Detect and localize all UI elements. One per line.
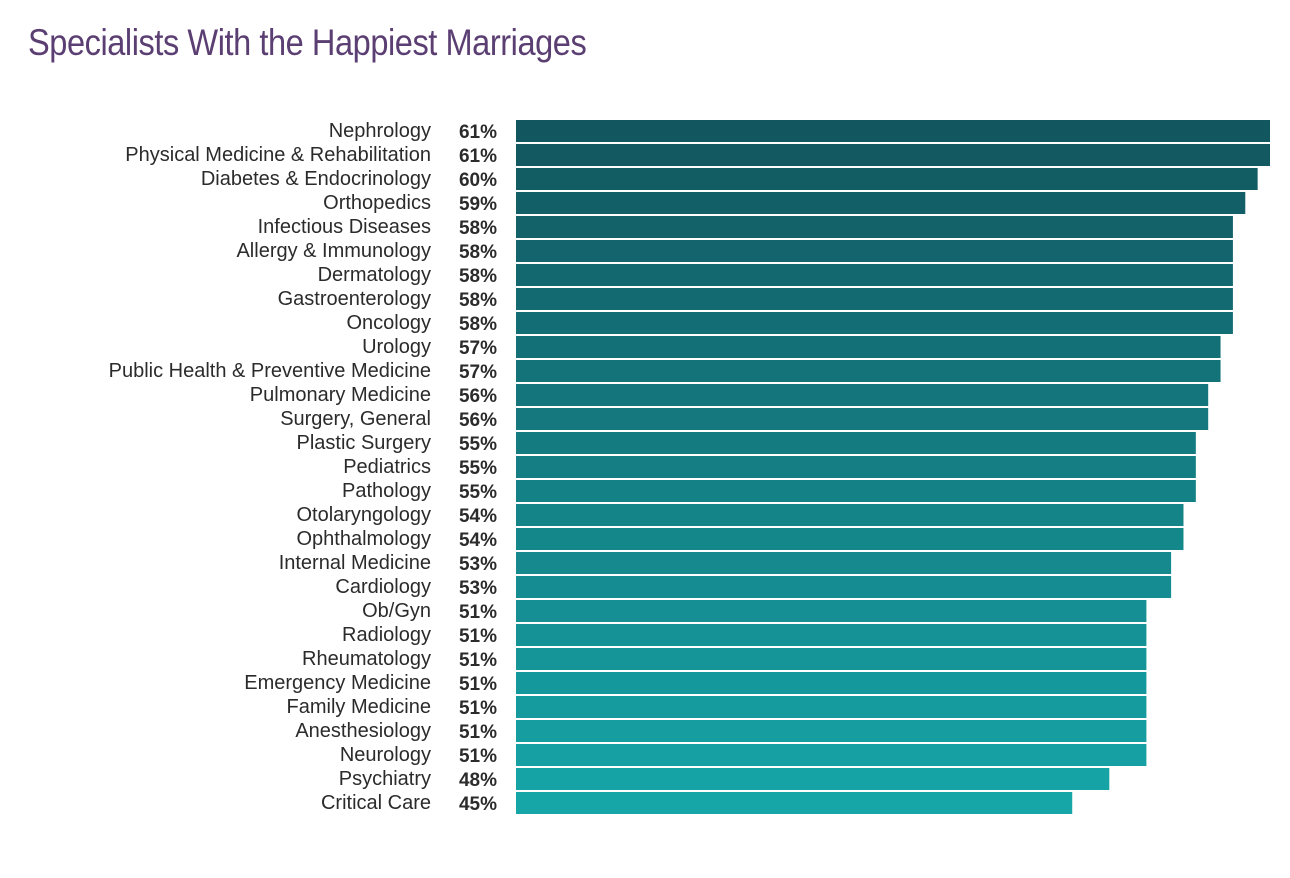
bar — [516, 528, 1184, 550]
bar — [516, 648, 1147, 670]
value-label: 61% — [459, 146, 497, 167]
bar — [516, 480, 1196, 502]
bar — [516, 792, 1073, 814]
category-label: Allergy & Immunology — [236, 240, 431, 262]
category-label: Psychiatry — [339, 768, 431, 790]
value-label: 57% — [459, 338, 497, 359]
category-label: Surgery, General — [280, 408, 431, 430]
bar — [516, 552, 1172, 574]
value-label: 51% — [459, 674, 497, 695]
bar — [516, 336, 1221, 358]
value-label: 57% — [459, 362, 497, 383]
value-label: 58% — [459, 314, 497, 335]
value-label: 51% — [459, 626, 497, 647]
bar — [516, 504, 1184, 526]
value-label: 61% — [459, 122, 497, 143]
bar — [516, 672, 1147, 694]
category-label: Plastic Surgery — [297, 432, 432, 454]
chart-title: Specialists With the Happiest Marriages — [28, 22, 587, 63]
value-label: 58% — [459, 218, 497, 239]
bar — [516, 696, 1147, 718]
category-label: Family Medicine — [287, 696, 431, 718]
value-label: 48% — [459, 770, 497, 791]
bar — [516, 720, 1147, 742]
category-label: Ob/Gyn — [362, 600, 431, 622]
value-label: 60% — [459, 170, 497, 191]
bar — [516, 240, 1233, 262]
category-label: Ophthalmology — [296, 528, 431, 550]
value-label: 53% — [459, 578, 497, 599]
category-label: Nephrology — [329, 120, 431, 142]
value-label: 53% — [459, 554, 497, 575]
category-label: Oncology — [347, 312, 432, 334]
category-label: Internal Medicine — [279, 552, 431, 574]
bar — [516, 600, 1147, 622]
category-label: Rheumatology — [302, 648, 431, 670]
value-label: 55% — [459, 482, 497, 503]
category-label: Cardiology — [335, 576, 431, 598]
category-label: Public Health & Preventive Medicine — [109, 360, 431, 382]
bar — [516, 768, 1110, 790]
bar — [516, 384, 1209, 406]
category-label: Orthopedics — [323, 192, 431, 214]
category-label: Dermatology — [318, 264, 431, 286]
category-label: Infectious Diseases — [258, 216, 431, 238]
bar — [516, 288, 1233, 310]
category-label: Urology — [362, 336, 431, 358]
bar — [516, 216, 1233, 238]
value-label: 58% — [459, 266, 497, 287]
bar — [516, 432, 1196, 454]
value-label: 54% — [459, 506, 497, 527]
category-label: Neurology — [340, 744, 431, 766]
category-label: Diabetes & Endocrinology — [201, 168, 431, 190]
value-label: 58% — [459, 242, 497, 263]
value-label: 56% — [459, 410, 497, 431]
value-label: 51% — [459, 722, 497, 743]
category-label: Anesthesiology — [295, 720, 431, 742]
value-label: 51% — [459, 602, 497, 623]
value-label: 54% — [459, 530, 497, 551]
value-label: 45% — [459, 794, 497, 815]
category-label: Otolaryngology — [296, 504, 431, 526]
bar — [516, 744, 1147, 766]
bar — [516, 456, 1196, 478]
value-label: 56% — [459, 386, 497, 407]
bar — [516, 192, 1246, 214]
bar — [516, 312, 1233, 334]
value-label: 51% — [459, 746, 497, 767]
category-label: Gastroenterology — [278, 288, 431, 310]
bar — [516, 360, 1221, 382]
value-label: 51% — [459, 650, 497, 671]
bar — [516, 576, 1172, 598]
value-label: 51% — [459, 698, 497, 719]
value-label: 55% — [459, 434, 497, 455]
bar — [516, 144, 1270, 166]
category-label: Pathology — [342, 480, 431, 502]
category-label: Radiology — [342, 624, 431, 646]
bar — [516, 264, 1233, 286]
category-label: Emergency Medicine — [244, 672, 431, 694]
value-label: 58% — [459, 290, 497, 311]
bar — [516, 624, 1147, 646]
bar — [516, 120, 1270, 142]
category-label: Physical Medicine & Rehabilitation — [125, 144, 431, 166]
value-label: 59% — [459, 194, 497, 215]
category-label: Critical Care — [321, 792, 431, 814]
bar — [516, 168, 1258, 190]
category-label: Pediatrics — [343, 456, 431, 478]
category-label: Pulmonary Medicine — [250, 384, 431, 406]
bar — [516, 408, 1209, 430]
value-label: 55% — [459, 458, 497, 479]
